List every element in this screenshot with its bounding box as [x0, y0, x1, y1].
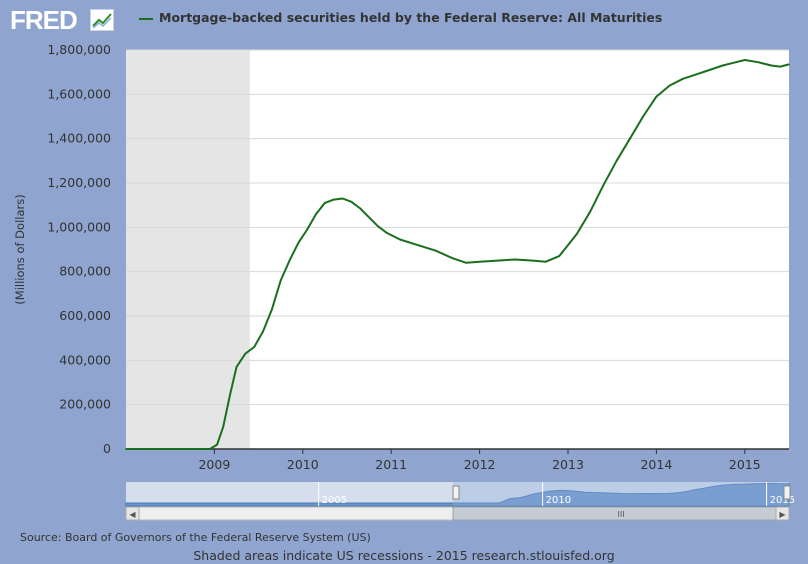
data-point — [209, 448, 211, 450]
fred-logo[interactable]: FRED — [10, 5, 78, 35]
data-point — [332, 198, 335, 201]
data-point — [125, 448, 127, 450]
data-point — [434, 249, 437, 252]
scroll-left-button — [125, 506, 140, 521]
data-point — [359, 207, 362, 210]
x-tick-label: 2014 — [640, 457, 672, 472]
data-point — [744, 59, 746, 61]
navigator-year-label: 2015 — [770, 495, 795, 506]
data-point — [615, 160, 618, 162]
navigator-year-label: 2010 — [546, 495, 571, 506]
data-point — [602, 184, 605, 187]
scroll-left-arrow-icon: ◀ — [129, 510, 136, 519]
data-point — [279, 279, 282, 282]
data-point — [695, 73, 697, 76]
trend-chart-icon — [90, 9, 114, 31]
data-point — [668, 84, 671, 87]
y-tick-label: 600,000 — [59, 308, 111, 323]
data-point — [567, 244, 569, 246]
chart-plot: 0 200,000 400,000 600,000 800,000 1,000,000 1,… — [13, 42, 790, 472]
data-point — [385, 232, 388, 234]
data-point — [589, 211, 591, 213]
navigator-handle-right — [783, 485, 791, 500]
y-tick-label: 0 — [103, 441, 111, 456]
navigator-year-label: 2005 — [322, 495, 347, 506]
data-point — [350, 201, 353, 203]
data-point — [779, 65, 781, 68]
data-point — [558, 255, 560, 257]
data-point — [576, 233, 578, 235]
data-point — [757, 61, 759, 63]
recession-note: Shaded areas indicate US recessions - 20… — [193, 548, 615, 563]
data-point — [169, 448, 171, 450]
data-point — [229, 392, 232, 395]
x-tick-label: 2015 — [729, 457, 761, 472]
data-point — [721, 64, 724, 67]
legend-swatch — [139, 17, 153, 20]
x-tick-label: 2011 — [375, 457, 407, 472]
data-point — [399, 238, 401, 241]
data-point — [253, 346, 255, 348]
data-point — [682, 78, 684, 80]
data-point — [629, 137, 631, 140]
data-point — [297, 242, 300, 244]
y-tick-label: 200,000 — [59, 397, 111, 412]
y-tick-label: 800,000 — [59, 264, 111, 279]
data-point — [324, 202, 326, 204]
data-point — [452, 257, 454, 260]
y-tick-label: 1,000,000 — [47, 219, 111, 234]
y-tick-label: 1,400,000 — [47, 131, 111, 146]
chart-legend[interactable]: Mortgage-backed securities held by the F… — [139, 10, 662, 25]
recession-band — [126, 50, 250, 449]
data-point — [770, 64, 773, 67]
data-point — [642, 115, 644, 118]
data-point — [545, 260, 547, 263]
series-line — [126, 59, 790, 450]
data-point — [222, 426, 225, 428]
data-point — [496, 259, 499, 262]
navigator-handle-left — [452, 485, 460, 500]
data-point — [377, 225, 379, 228]
scroll-right-button — [775, 506, 790, 521]
data-point — [368, 216, 370, 219]
y-tick-label: 1,600,000 — [47, 86, 111, 101]
source-note: Source: Board of Governors of the Federa… — [20, 531, 371, 544]
data-point — [416, 244, 419, 246]
y-axis-label: (Millions of Dollars) — [13, 194, 27, 304]
y-tick-label: 1,200,000 — [47, 175, 111, 190]
x-tick-label: 2010 — [287, 457, 319, 472]
data-point — [244, 352, 247, 355]
data-point — [341, 197, 344, 200]
y-tick-label: 400,000 — [59, 352, 111, 367]
data-point — [271, 308, 273, 311]
data-point — [306, 228, 309, 231]
y-tick-label: 1,800,000 — [47, 42, 111, 57]
data-point — [735, 61, 737, 63]
data-point — [708, 69, 711, 71]
x-tick-label: 2013 — [552, 457, 584, 472]
scroll-right-arrow-icon: ▶ — [779, 510, 786, 519]
navigator-selection — [453, 482, 789, 506]
data-point — [788, 63, 790, 66]
data-point — [315, 213, 317, 215]
data-point — [216, 443, 218, 446]
data-point — [514, 258, 516, 261]
data-point — [262, 330, 264, 333]
data-point — [288, 259, 291, 262]
navigator-series-area — [125, 482, 790, 507]
chart-header: FRED Mortgage-backed securities held by … — [0, 0, 808, 40]
legend-label: Mortgage-backed securities held by the F… — [159, 10, 663, 25]
x-tick-label: 2009 — [198, 457, 230, 472]
scrollbar-grip: III — [617, 510, 624, 519]
data-point — [531, 259, 534, 262]
x-tick-label: 2012 — [464, 457, 496, 472]
data-point — [478, 260, 481, 263]
data-point — [235, 366, 238, 368]
data-point — [655, 95, 658, 98]
data-point — [465, 262, 468, 264]
